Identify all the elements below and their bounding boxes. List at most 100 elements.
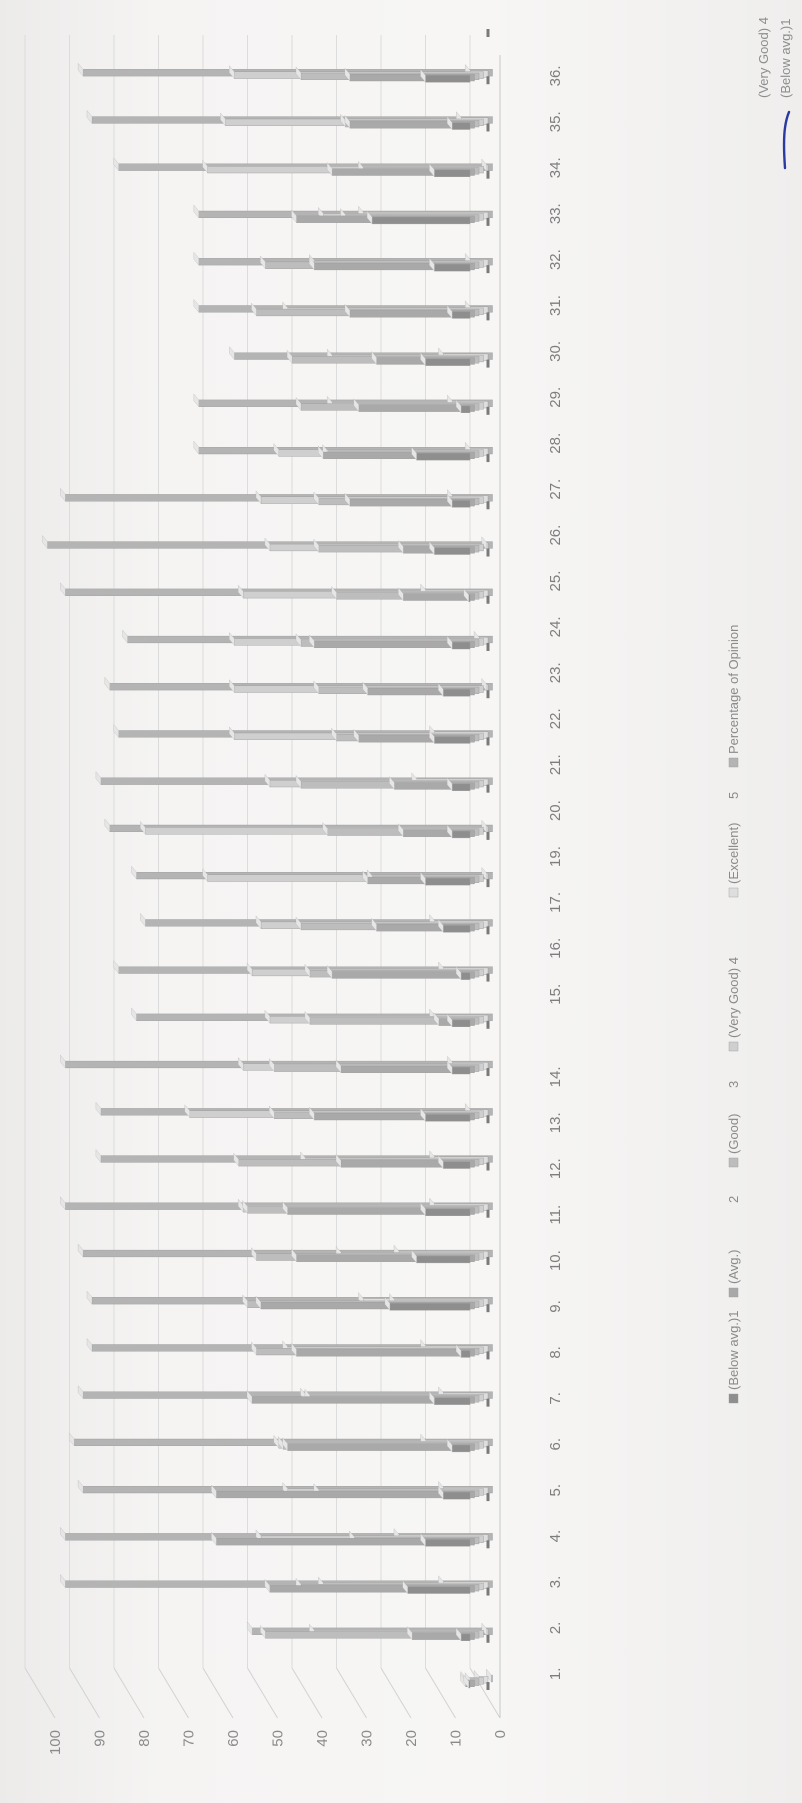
x-tick-label: 21. [547, 754, 564, 775]
bar-top [255, 490, 262, 505]
x-tick-label: 11. [547, 1205, 564, 1225]
bar-top [260, 1625, 266, 1639]
bar-top [447, 824, 453, 839]
x-tick-label: 14. [547, 1066, 564, 1087]
bar-top [438, 1155, 444, 1169]
y-tick-label: 50 [270, 1730, 287, 1747]
bar-top [229, 679, 235, 693]
x-tick-label: 28. [547, 433, 564, 454]
bar-top [229, 65, 235, 80]
bar-top [447, 116, 453, 130]
bar [460, 1633, 471, 1642]
bar-top [463, 1674, 469, 1689]
bar [371, 216, 471, 225]
legend-label: (Below avg.)1 [726, 1311, 741, 1390]
bar-top [246, 962, 253, 977]
bar-top [42, 535, 48, 549]
bar [425, 1114, 471, 1122]
legend-label: (Excellent) [726, 823, 741, 884]
y-tick-label: 40 [314, 1730, 331, 1747]
bar-top [384, 1296, 391, 1311]
bar-top [77, 1479, 84, 1494]
y-tick-label: 30 [359, 1730, 376, 1747]
y-tick-label: 80 [136, 1730, 153, 1747]
bar-top [286, 349, 293, 364]
side-label: (Below avg.)1 [778, 19, 793, 98]
y-tick-label: 100 [47, 1730, 64, 1755]
bar-top [202, 159, 208, 174]
bar-top [229, 346, 235, 360]
bar-top [398, 823, 404, 838]
bar-top [184, 1104, 190, 1119]
legend: (Below avg.)1 (Avg.) 2 (Good) 3 (Very Good) 4… [726, 625, 741, 1404]
x-tick-label: 13. [547, 1112, 564, 1133]
bar-top [246, 1390, 253, 1404]
bar [434, 169, 471, 177]
bar-top [331, 586, 337, 600]
bar-top [60, 582, 66, 597]
bar [425, 1208, 471, 1216]
bar-top [344, 492, 351, 507]
bar-top [420, 68, 426, 83]
bar-top [193, 204, 199, 219]
x-tick-label: 25. [547, 571, 564, 592]
bar-top [273, 1434, 279, 1449]
bar [425, 878, 471, 886]
bar-top [398, 540, 404, 554]
bars [42, 62, 493, 1689]
bar-top [60, 1054, 66, 1069]
x-tick-label: 5. [547, 1484, 564, 1497]
bar-top [389, 776, 395, 790]
bar-top [411, 1249, 417, 1264]
gridline-slant [247, 1667, 278, 1719]
bar-top [251, 302, 257, 317]
bar-top [420, 1107, 426, 1122]
x-tick-label: 32. [547, 249, 564, 270]
bar-top [429, 541, 435, 555]
bar-top [429, 1391, 435, 1406]
bar [407, 1586, 471, 1594]
bar-top [233, 1152, 239, 1167]
bar [434, 1397, 471, 1405]
legend-label: (Very Good) 4 [726, 957, 741, 1038]
bar-top [269, 1105, 275, 1120]
x-tick-label: 9. [547, 1300, 564, 1313]
x-tick-label: 23. [547, 662, 564, 683]
bar [425, 358, 471, 366]
bar-top [335, 1153, 342, 1168]
bar-top [353, 398, 359, 413]
bar-top [229, 726, 235, 741]
bar-top [220, 112, 226, 127]
bar-top [371, 917, 377, 932]
bar-top [264, 537, 271, 552]
bar-top [193, 298, 199, 313]
bar-top [438, 1485, 444, 1500]
bar [491, 1674, 493, 1683]
bar [416, 453, 471, 461]
x-tick-label: 7. [547, 1392, 564, 1405]
bar-top [344, 67, 351, 82]
bar-top [447, 305, 453, 319]
bar-top [264, 1579, 270, 1593]
bar-top [282, 1437, 288, 1452]
bar [452, 830, 471, 839]
bar-top [398, 587, 404, 601]
x-tick-label: 4. [547, 1530, 564, 1543]
bar-top [242, 1199, 248, 1214]
bar-top [238, 1057, 244, 1071]
gridline-slant [425, 1667, 456, 1719]
bar-top [447, 1013, 453, 1028]
gridline-slant [24, 1667, 56, 1719]
bar-top [95, 1101, 102, 1116]
bar-top [295, 774, 302, 789]
bar-top [322, 822, 328, 836]
bar-top [238, 1198, 244, 1213]
bar-top [455, 966, 462, 981]
bar-top [86, 1338, 93, 1352]
x-tick-label: 15. [547, 984, 564, 1005]
bar [216, 1490, 475, 1499]
bar-top [211, 1531, 217, 1546]
bar-top [60, 1574, 66, 1588]
bar-top [255, 1295, 262, 1310]
